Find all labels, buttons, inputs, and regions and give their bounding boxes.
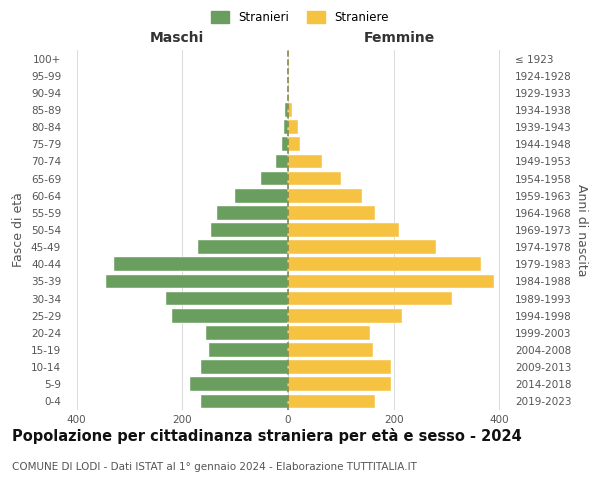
Bar [277, 154, 288, 168]
Bar [288, 206, 375, 220]
Bar [106, 274, 288, 288]
Bar [288, 172, 341, 185]
Bar [288, 394, 375, 408]
Bar [288, 258, 481, 271]
Bar [211, 223, 288, 237]
Bar [190, 378, 288, 391]
Text: Popolazione per cittadinanza straniera per età e sesso - 2024: Popolazione per cittadinanza straniera p… [12, 428, 522, 444]
Text: Maschi: Maschi [150, 31, 204, 45]
Bar [166, 292, 288, 306]
Bar [288, 292, 452, 306]
Text: Femmine: Femmine [364, 31, 434, 45]
Y-axis label: Anni di nascita: Anni di nascita [575, 184, 588, 276]
Bar [288, 309, 401, 322]
Bar [113, 258, 288, 271]
Bar [201, 394, 288, 408]
Bar [235, 189, 288, 202]
Bar [198, 240, 288, 254]
Bar [206, 326, 288, 340]
Bar [288, 343, 373, 357]
Bar [201, 360, 288, 374]
Bar [288, 240, 436, 254]
Y-axis label: Fasce di età: Fasce di età [13, 192, 25, 268]
Text: COMUNE DI LODI - Dati ISTAT al 1° gennaio 2024 - Elaborazione TUTTITALIA.IT: COMUNE DI LODI - Dati ISTAT al 1° gennai… [12, 462, 417, 472]
Bar [288, 360, 391, 374]
Legend: Stranieri, Straniere: Stranieri, Straniere [206, 6, 394, 28]
Bar [281, 138, 288, 151]
Bar [288, 120, 298, 134]
Bar [288, 378, 391, 391]
Bar [172, 309, 288, 322]
Bar [288, 154, 322, 168]
Bar [288, 189, 362, 202]
Bar [288, 326, 370, 340]
Bar [286, 103, 288, 117]
Bar [209, 343, 288, 357]
Bar [288, 138, 299, 151]
Bar [288, 223, 399, 237]
Bar [288, 274, 494, 288]
Bar [284, 120, 288, 134]
Bar [217, 206, 288, 220]
Bar [260, 172, 288, 185]
Bar [288, 103, 292, 117]
